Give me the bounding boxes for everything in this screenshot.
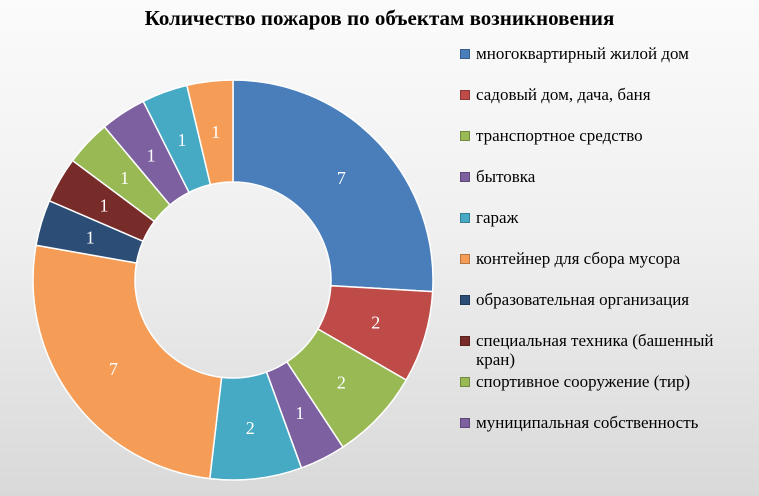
- legend-swatch: [460, 131, 470, 141]
- legend-item: образовательная организация: [460, 290, 755, 331]
- legend-label: спортивное сооружение (тир): [476, 372, 691, 391]
- slices-group: [32, 79, 434, 481]
- legend-swatch: [460, 90, 470, 100]
- legend-swatch: [460, 213, 470, 223]
- data-label-4: 2: [246, 418, 255, 438]
- data-label-5: 7: [109, 359, 118, 379]
- legend-item: специальная техника (башенный кран): [460, 331, 755, 372]
- legend-label: муниципальная собственность: [476, 413, 699, 432]
- legend-item: бытовка: [460, 167, 755, 208]
- data-label-3: 1: [295, 403, 304, 423]
- legend-label: бытовка: [476, 167, 536, 186]
- legend: многоквартирный жилой дом садовый дом, да…: [460, 44, 755, 454]
- legend-swatch: [460, 377, 470, 387]
- legend-item: транспортное средство: [460, 126, 755, 167]
- legend-swatch: [460, 295, 470, 305]
- legend-label: образовательная организация: [476, 290, 690, 309]
- slice-0: [232, 79, 434, 293]
- legend-label: садовый дом, дача, баня: [476, 85, 651, 104]
- legend-label: контейнер для сбора мусора: [476, 249, 681, 268]
- legend-item: садовый дом, дача, баня: [460, 85, 755, 126]
- legend-swatch: [460, 172, 470, 182]
- legend-swatch: [460, 336, 470, 346]
- slice-5: [32, 244, 223, 480]
- data-label-1: 2: [371, 313, 380, 333]
- legend-item: спортивное сооружение (тир): [460, 372, 755, 413]
- data-label-10: 1: [178, 130, 187, 150]
- data-label-7: 1: [99, 196, 108, 216]
- legend-swatch: [460, 49, 470, 59]
- legend-item: муниципальная собственность: [460, 413, 755, 454]
- legend-swatch: [460, 254, 470, 264]
- data-label-11: 1: [211, 122, 220, 142]
- legend-swatch: [460, 418, 470, 428]
- legend-item: гараж: [460, 208, 755, 249]
- data-label-9: 1: [147, 146, 156, 166]
- legend-item: многоквартирный жилой дом: [460, 44, 755, 85]
- data-label-8: 1: [120, 168, 129, 188]
- legend-label: гараж: [476, 208, 519, 227]
- chart-title: Количество пожаров по объектам возникнов…: [144, 6, 615, 30]
- data-label-2: 2: [337, 372, 346, 392]
- legend-label: многоквартирный жилой дом: [476, 44, 689, 63]
- slice-11: [185, 79, 234, 186]
- legend-label: транспортное средство: [476, 126, 643, 145]
- legend-label: специальная техника (башенный кран): [476, 331, 714, 369]
- legend-item: контейнер для сбора мусора: [460, 249, 755, 290]
- data-label-0: 7: [337, 168, 346, 188]
- data-label-6: 1: [86, 227, 95, 247]
